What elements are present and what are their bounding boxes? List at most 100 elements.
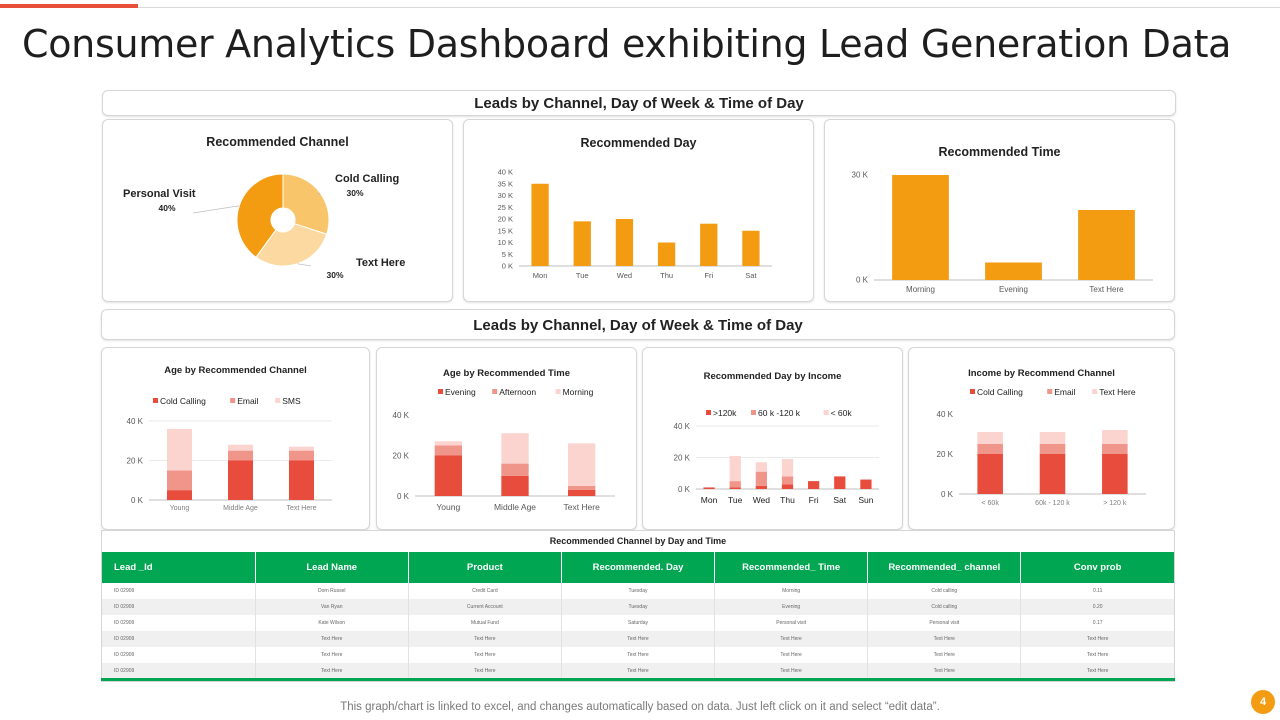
bar-segment [166,428,193,471]
chart-title: Income by Recommend Channel [968,368,1115,379]
table-cell: Text Here [1020,663,1174,679]
legend-swatch [438,389,443,394]
y-tick-label: 10 K [498,238,513,247]
chart-svg: Recommended Channel Cold Calling 30% Text H… [123,135,405,280]
table-row[interactable]: ID 02909 Van Ryan Current Account Tuesday Ev… [102,599,1174,615]
bar-segment [977,454,1003,494]
legend-swatch [275,398,281,403]
legend-label: Cold Calling [160,396,206,406]
table-row[interactable]: ID 02909 Text Here Text Here Text Here Text … [102,647,1174,663]
table-cell: Tuesday [561,583,716,599]
x-tick-label: Text Here [1089,285,1124,294]
table-cell: Text Here [867,663,1022,679]
pie-slice [282,173,330,235]
bar-segment [227,450,254,461]
leader-line [297,263,312,267]
legend-swatch [706,410,711,415]
y-tick-label: 5 K [502,250,513,259]
y-tick-label: 0 K [131,496,144,505]
table-cell: Van Ryan [255,599,409,615]
table-cell: 0.17 [1020,615,1174,631]
bar-segment [781,459,794,477]
x-tick-label: Tue [576,271,589,280]
y-tick-label: 40 K [393,411,410,420]
table-cell: Text Here [714,647,869,663]
card-age-by-time[interactable]: Age by Recommended Time Evening Afternoon M… [376,347,637,530]
bar-segment [1102,454,1128,494]
table-cell: Credit Card [408,583,562,599]
table-cell: Text Here [255,631,409,647]
table-cell: Text Here [561,663,716,679]
table-cell: Text Here [561,631,716,647]
card-age-by-channel[interactable]: Age by Recommended Channel Cold Calling Em… [101,347,370,530]
table-cell: ID 02909 [102,663,256,679]
table-cell: Text Here [561,647,716,663]
legend-swatch [970,389,975,394]
legend-label: Evening [445,387,476,397]
table-row[interactable]: ID 02909 Text Here Text Here Text Here Text … [102,663,1174,679]
bar-segment [703,487,715,489]
chart-svg: Recommended Time 0 K 30 K Morning Evening Tex… [852,145,1153,294]
card-recommended-time[interactable]: Recommended Time 0 K 30 K Morning Evening Tex… [824,119,1175,302]
x-tick-label: Young [170,505,190,512]
table-cell: Cold calling [867,583,1022,599]
column-header[interactable]: Recommended_ channel [867,552,1022,583]
footnote: This graph/chart is linked to excel, and… [340,701,940,713]
table-row[interactable]: ID 02909 Dorn Russel Credit Card Tuesday Mor… [102,583,1174,599]
column-header[interactable]: Recommended_ Time [714,552,869,583]
slice-percent: 30% [326,270,343,280]
slice-percent: 40% [158,203,175,213]
table-cell: Text Here [1020,631,1174,647]
x-tick-label: Thu [780,495,795,505]
bar-segment [729,481,741,488]
table-row[interactable]: ID 02909 Text Here Text Here Text Here Text … [102,631,1174,647]
card-recommended-day[interactable]: Recommended Day 0 K 5 K 10 K 15 K 20 K 25 K 30 … [463,119,814,302]
table-row[interactable]: ID 02909 Kate Wilson Mutual Fund Saturday Pe… [102,615,1174,631]
section-header-1: Leads by Channel, Day of Week & Time of … [102,90,1176,116]
x-tick-label: < 60k [982,500,1000,507]
column-header[interactable]: Conv prob [1020,552,1174,583]
bar [1078,210,1135,280]
card-day-by-income[interactable]: Recommended Day by Income >120k 60 k -120 … [642,347,903,530]
page-number-badge: 4 [1251,690,1275,714]
x-tick-label: Sat [745,271,757,280]
x-tick-label: Tue [728,495,743,505]
table-cell: Text Here [714,663,869,679]
leader-line [192,205,240,214]
chart-title: Recommended Time [938,145,1060,159]
x-tick-label: Young [436,502,460,512]
legend-label: < 60k [831,408,853,418]
bar [657,242,676,266]
bar-segment [434,445,462,456]
column-header[interactable]: Recommended. Day [561,552,716,583]
chart-svg: Age by Recommended Time Evening Afternoon M… [393,368,615,512]
bar-segment [166,490,193,500]
bar-segment [434,455,462,496]
legend-swatch [492,389,498,394]
x-tick-label: > 120 k [1103,500,1127,507]
bar-segment [227,460,254,500]
legend-label: Email [237,396,258,406]
column-header[interactable]: Lead Name [255,552,409,583]
x-tick-label: Sun [858,495,873,505]
legend-label: Cold Calling [977,387,1023,397]
bar-segment [977,432,1003,444]
legend-swatch [823,410,829,415]
bar [615,219,634,266]
card-income-by-channel[interactable]: Income by Recommend Channel Cold Calling E… [908,347,1175,530]
chart-svg: Income by Recommend Channel Cold Calling E… [937,368,1146,507]
x-tick-label: 60k - 120 k [1035,500,1070,507]
legend-label: SMS [282,396,301,406]
table-cell: Text Here [408,647,562,663]
bar-segment [977,444,1003,454]
slice-percent: 30% [346,188,363,198]
column-header[interactable]: Lead _Id [102,552,256,583]
card-recommended-channel[interactable]: Recommended Channel Cold Calling 30% Text H… [102,119,453,302]
y-tick-label: 25 K [498,203,513,212]
y-tick-label: 0 K [502,262,513,271]
column-header[interactable]: Product [408,552,562,583]
table-cell: Personal visit [867,615,1022,631]
x-tick-label: Fri [809,495,819,505]
table-header-row: Lead _Id Lead Name Product Recommended. … [102,552,1174,583]
x-tick-label: Text Here [287,505,317,512]
